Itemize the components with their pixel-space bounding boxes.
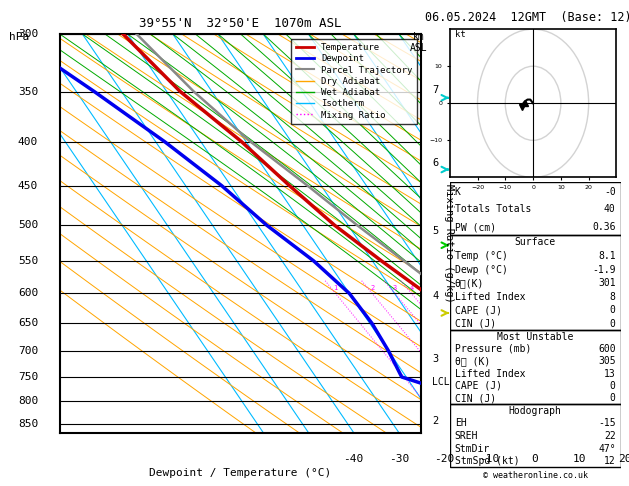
Text: 800: 800 bbox=[18, 396, 38, 406]
Text: 22: 22 bbox=[604, 431, 616, 441]
Text: 750: 750 bbox=[18, 372, 38, 382]
Text: 2: 2 bbox=[432, 416, 438, 426]
Text: 0: 0 bbox=[610, 381, 616, 391]
Text: CIN (J): CIN (J) bbox=[455, 319, 496, 329]
Text: kt: kt bbox=[455, 30, 466, 38]
Text: 0: 0 bbox=[610, 393, 616, 403]
Text: -30: -30 bbox=[389, 454, 409, 465]
Text: 3: 3 bbox=[392, 285, 397, 292]
Legend: Temperature, Dewpoint, Parcel Trajectory, Dry Adiabat, Wet Adiabat, Isotherm, Mi: Temperature, Dewpoint, Parcel Trajectory… bbox=[291, 38, 417, 124]
Text: 0: 0 bbox=[610, 305, 616, 315]
Text: Pressure (mb): Pressure (mb) bbox=[455, 344, 532, 354]
Text: 13: 13 bbox=[604, 368, 616, 379]
Text: 400: 400 bbox=[18, 137, 38, 147]
Text: EH: EH bbox=[455, 418, 467, 428]
Text: 450: 450 bbox=[18, 181, 38, 191]
Text: 6: 6 bbox=[433, 285, 438, 292]
Text: Most Unstable: Most Unstable bbox=[497, 331, 574, 342]
Text: 40: 40 bbox=[604, 205, 616, 214]
Text: SREH: SREH bbox=[455, 431, 479, 441]
Text: 700: 700 bbox=[18, 346, 38, 356]
Text: 4: 4 bbox=[432, 291, 438, 301]
Text: CAPE (J): CAPE (J) bbox=[455, 381, 502, 391]
Text: 0: 0 bbox=[531, 454, 538, 465]
Text: -0: -0 bbox=[604, 187, 616, 197]
Text: hPa: hPa bbox=[9, 32, 30, 42]
Text: 0.36: 0.36 bbox=[592, 222, 616, 232]
Text: LCL: LCL bbox=[432, 377, 450, 387]
Text: 600: 600 bbox=[598, 344, 616, 354]
Text: -10: -10 bbox=[479, 454, 499, 465]
Text: 20: 20 bbox=[618, 454, 629, 465]
Text: 4: 4 bbox=[409, 285, 414, 292]
Text: 301: 301 bbox=[598, 278, 616, 288]
Text: θᴄ (K): θᴄ (K) bbox=[455, 356, 490, 366]
Text: 47°: 47° bbox=[598, 444, 616, 453]
Text: 12: 12 bbox=[604, 456, 616, 466]
Text: Dewp (°C): Dewp (°C) bbox=[455, 264, 508, 275]
Text: 350: 350 bbox=[18, 87, 38, 97]
Title: 39°55'N  32°50'E  1070m ASL: 39°55'N 32°50'E 1070m ASL bbox=[140, 17, 342, 30]
Text: 0: 0 bbox=[610, 319, 616, 329]
Text: 550: 550 bbox=[18, 256, 38, 266]
Text: 2: 2 bbox=[370, 285, 374, 292]
Text: Lifted Index: Lifted Index bbox=[455, 368, 525, 379]
Text: 8.1: 8.1 bbox=[598, 251, 616, 261]
Text: 1: 1 bbox=[333, 285, 338, 292]
Text: CAPE (J): CAPE (J) bbox=[455, 305, 502, 315]
Text: θᴄ(K): θᴄ(K) bbox=[455, 278, 484, 288]
Bar bbox=[450, 404, 621, 467]
Text: -1.9: -1.9 bbox=[592, 264, 616, 275]
Text: 600: 600 bbox=[18, 289, 38, 298]
Bar bbox=[450, 330, 621, 404]
Text: StmDir: StmDir bbox=[455, 444, 490, 453]
Text: 5: 5 bbox=[432, 226, 438, 236]
Text: Hodograph: Hodograph bbox=[509, 406, 562, 416]
Text: Surface: Surface bbox=[515, 238, 556, 247]
Text: Lifted Index: Lifted Index bbox=[455, 292, 525, 302]
Text: 6: 6 bbox=[432, 157, 438, 168]
Text: Dewpoint / Temperature (°C): Dewpoint / Temperature (°C) bbox=[150, 469, 331, 478]
Text: 650: 650 bbox=[18, 318, 38, 329]
Text: -40: -40 bbox=[343, 454, 364, 465]
Text: 3: 3 bbox=[432, 354, 438, 364]
Text: 305: 305 bbox=[598, 356, 616, 366]
Text: K: K bbox=[455, 187, 461, 197]
Bar bbox=[450, 182, 621, 235]
Text: Totals Totals: Totals Totals bbox=[455, 205, 532, 214]
Text: Temp (°C): Temp (°C) bbox=[455, 251, 508, 261]
Text: km
ASL: km ASL bbox=[409, 32, 427, 53]
Text: -15: -15 bbox=[598, 418, 616, 428]
Text: Mixing Ratio (g/kg): Mixing Ratio (g/kg) bbox=[444, 184, 454, 302]
Text: 7: 7 bbox=[432, 85, 438, 95]
Text: -20: -20 bbox=[434, 454, 454, 465]
Text: PW (cm): PW (cm) bbox=[455, 222, 496, 232]
Text: 300: 300 bbox=[18, 29, 38, 39]
Text: CIN (J): CIN (J) bbox=[455, 393, 496, 403]
Text: 10: 10 bbox=[573, 454, 586, 465]
Text: 06.05.2024  12GMT  (Base: 12): 06.05.2024 12GMT (Base: 12) bbox=[425, 11, 629, 24]
Text: 500: 500 bbox=[18, 220, 38, 230]
Text: 850: 850 bbox=[18, 419, 38, 429]
Bar bbox=[450, 235, 621, 330]
Text: © weatheronline.co.uk: © weatheronline.co.uk bbox=[483, 470, 587, 480]
Text: 8: 8 bbox=[610, 292, 616, 302]
Text: StmSpd (kt): StmSpd (kt) bbox=[455, 456, 520, 466]
